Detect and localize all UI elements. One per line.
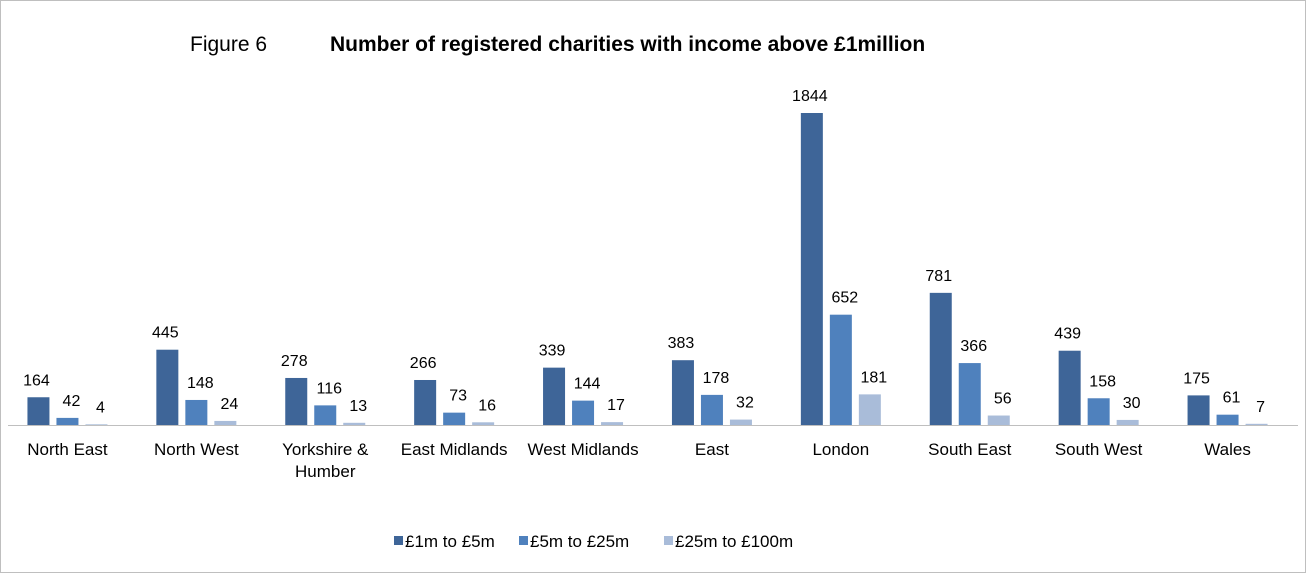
- data-label: 278: [281, 353, 308, 370]
- bar: [1187, 395, 1210, 425]
- x-tick-label: North West: [153, 440, 239, 459]
- x-tick-label: West Midlands: [527, 440, 639, 459]
- data-label: 439: [1054, 326, 1081, 343]
- bar: [156, 349, 179, 425]
- bar: [800, 113, 823, 425]
- x-tick-label: South East: [928, 440, 1012, 459]
- bar: [729, 419, 752, 425]
- x-tick-label: East Midlands: [400, 440, 508, 459]
- bar: [1216, 414, 1239, 425]
- bar: [601, 422, 624, 425]
- data-label: 1844: [792, 88, 828, 105]
- data-label: 178: [703, 370, 730, 387]
- bar: [472, 422, 495, 425]
- x-tick-label: Yorkshire & Humber: [282, 440, 369, 481]
- data-label: 32: [736, 395, 754, 412]
- x-tick-label: North East: [27, 440, 108, 459]
- data-label: 24: [220, 396, 238, 413]
- x-tick-label: Wales: [1204, 440, 1251, 459]
- chart-title: Number of registered charities with inco…: [330, 33, 925, 56]
- data-label: 266: [410, 355, 437, 372]
- data-label: 148: [187, 375, 214, 392]
- bar: [85, 424, 108, 425]
- data-label: 61: [1223, 390, 1241, 407]
- bar: [56, 417, 79, 425]
- legend-swatch: [664, 536, 673, 545]
- bar: [443, 412, 466, 425]
- data-label: 56: [994, 391, 1012, 408]
- data-label: 158: [1089, 373, 1116, 390]
- bar: [1087, 398, 1110, 425]
- data-label: 144: [574, 376, 601, 393]
- bar: [958, 363, 981, 425]
- data-label: 383: [668, 335, 695, 352]
- bar: [700, 394, 723, 425]
- data-label: 781: [925, 268, 952, 285]
- bar: [1058, 350, 1081, 425]
- bar: [543, 367, 566, 425]
- data-label: 652: [831, 290, 858, 307]
- bar: [572, 400, 595, 425]
- x-tick-label: East: [694, 440, 729, 459]
- data-label: 164: [23, 372, 50, 389]
- bar: [185, 399, 208, 425]
- data-label: 181: [860, 369, 887, 386]
- bar: [929, 292, 952, 425]
- data-label: 116: [316, 380, 342, 397]
- legend-label: £25m to £100m: [675, 532, 793, 551]
- data-label: 366: [960, 338, 987, 355]
- data-label: 42: [63, 393, 81, 410]
- bar: [343, 422, 366, 425]
- data-label: 4: [96, 399, 105, 416]
- data-label: 30: [1123, 395, 1141, 412]
- bar: [414, 379, 437, 425]
- bar: [214, 420, 237, 425]
- legend-label: £1m to £5m: [405, 532, 495, 551]
- legend-swatch: [394, 536, 403, 545]
- data-label: 13: [349, 398, 367, 415]
- data-label: 175: [1183, 370, 1210, 387]
- data-label: 16: [478, 397, 496, 414]
- data-label: 7: [1256, 399, 1265, 416]
- x-tick-label: South West: [1054, 440, 1143, 459]
- bar: [671, 360, 694, 425]
- bar: [858, 394, 881, 425]
- x-tick-label: London: [812, 440, 870, 459]
- figure-label: Figure 6: [190, 33, 267, 56]
- bar: [285, 377, 308, 425]
- data-label: 73: [449, 388, 467, 405]
- bar: [1245, 423, 1268, 425]
- legend-label: £5m to £25m: [530, 532, 629, 551]
- legend-swatch: [519, 536, 528, 545]
- bar: [27, 397, 50, 425]
- bar: [1116, 419, 1139, 425]
- data-label: 445: [152, 325, 179, 342]
- bar: [314, 405, 337, 425]
- data-label: 339: [539, 343, 566, 360]
- data-label: 17: [607, 397, 625, 414]
- bar: [987, 415, 1010, 425]
- bar: [829, 314, 852, 425]
